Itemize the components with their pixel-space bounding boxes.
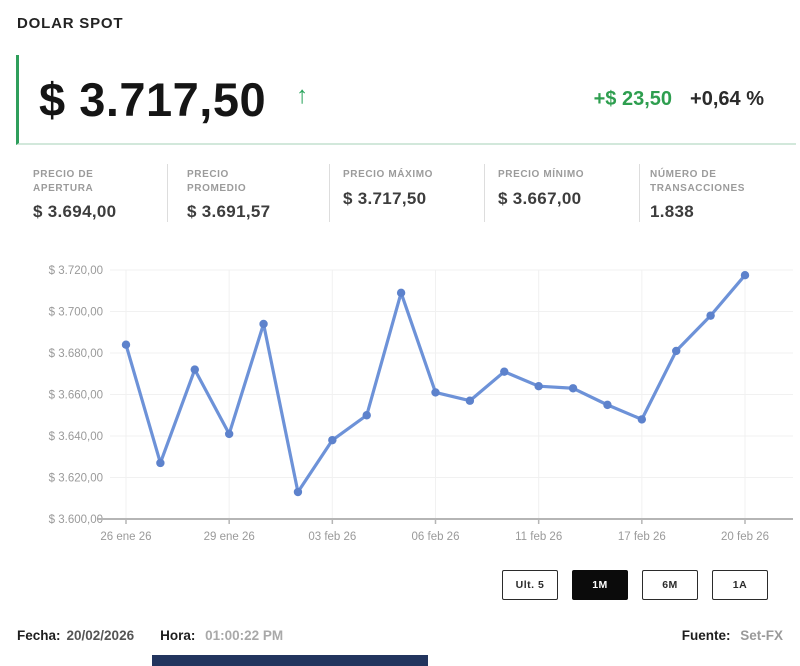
x-axis-tick-label: 06 feb 26 [412, 531, 460, 543]
data-point[interactable] [328, 435, 337, 445]
stat-precio-minimo: PRECIO MÍNIMO $ 3.667,00 [485, 164, 640, 222]
data-point[interactable] [465, 396, 475, 405]
stat-value: $ 3.694,00 [33, 202, 117, 221]
footer: Fecha: 20/02/2026 Hora: 01:00:22 PM Fuen… [17, 628, 783, 643]
data-point[interactable] [224, 429, 234, 439]
range-buttons: Ult. 5 1M 6M 1A [502, 570, 768, 600]
data-point[interactable] [534, 382, 543, 391]
y-axis-tick-label: $ 3.680,00 [49, 348, 103, 360]
x-axis-tick-label: 11 feb 26 [515, 531, 562, 543]
hora-group: Hora: 01:00:22 PM [160, 628, 283, 643]
quote-section: $ 3.717,50 ↑ +$ 23,50 +0,64 % [16, 55, 796, 145]
data-point[interactable] [156, 458, 165, 468]
price-chart[interactable]: $ 3.720,00 $ 3.700,00 $ 3.680,00 $ 3.660,00… [0, 255, 800, 555]
stat-precio-apertura: PRECIO DE APERTURA $ 3.694,00 [16, 164, 168, 222]
data-point[interactable] [259, 319, 268, 329]
data-point[interactable] [672, 346, 681, 356]
y-axis-tick-label: $ 3.640,00 [49, 431, 103, 443]
page-title: DOLAR SPOT [17, 15, 124, 32]
range-button-ult5[interactable]: Ult. 5 [502, 570, 558, 600]
data-point[interactable] [190, 365, 199, 374]
stat-value: $ 3.691,57 [187, 202, 271, 221]
stat-label: NÚMERO DE TRANSACCIONES [650, 169, 746, 194]
stat-label: PRECIO MÍNIMO [498, 169, 585, 180]
x-axis-tick-label: 20 feb 26 [721, 531, 769, 543]
bottom-accent-bar [152, 655, 428, 666]
stat-precio-maximo: PRECIO MÁXIMO $ 3.717,50 [330, 164, 485, 222]
stat-label: PRECIO MÁXIMO [343, 169, 434, 180]
y-axis-tick-label: $ 3.600,00 [49, 514, 103, 526]
fuente-label: Fuente: [681, 628, 731, 643]
price-chart-svg[interactable]: $ 3.720,00 $ 3.700,00 $ 3.680,00 $ 3.660,00… [0, 255, 800, 555]
stat-value: 1.838 [650, 202, 695, 221]
x-axis-tick-label: 29 ene 26 [204, 531, 255, 543]
change-absolute: +$ 23,50 [593, 87, 673, 110]
stat-numero-transacciones: NÚMERO DE TRANSACCIONES 1.838 [640, 164, 796, 222]
range-button-1m[interactable]: 1M [572, 570, 628, 600]
change-percent: +0,64 % [690, 87, 764, 110]
data-point[interactable] [121, 340, 131, 349]
fuente-value: Set-FX [740, 628, 783, 643]
x-axis-tick-label: 17 feb 26 [618, 531, 666, 543]
stat-value: $ 3.717,50 [343, 188, 427, 208]
y-axis-tick-label: $ 3.620,00 [49, 473, 103, 485]
fecha-value: 20/02/2026 [66, 628, 135, 643]
stat-label: PRECIO DE APERTURA [33, 169, 94, 194]
stat-precio-promedio: PRECIO PROMEDIO $ 3.691,57 [168, 164, 330, 222]
data-point[interactable] [293, 487, 303, 497]
y-axis-tick-label: $ 3.720,00 [49, 265, 103, 277]
x-axis-tick-label: 26 ene 26 [100, 531, 151, 543]
data-point[interactable] [431, 388, 440, 397]
range-button-1a[interactable]: 1A [712, 570, 768, 600]
hora-value: 01:00:22 PM [205, 628, 284, 643]
stat-label: PRECIO PROMEDIO [187, 169, 247, 194]
change-group: +$ 23,50 +0,64 % [594, 88, 796, 111]
data-point[interactable] [706, 311, 715, 320]
stat-value: $ 3.667,00 [498, 188, 582, 208]
range-button-6m[interactable]: 6M [642, 570, 698, 600]
data-point[interactable] [500, 367, 509, 376]
data-point[interactable] [603, 400, 612, 410]
y-axis-tick-label: $ 3.700,00 [49, 307, 103, 319]
current-price: $ 3.717,50 [39, 72, 267, 126]
data-point[interactable] [568, 384, 578, 393]
data-point[interactable] [362, 411, 371, 420]
data-point[interactable] [637, 415, 647, 424]
x-axis-tick-label: 03 feb 26 [308, 531, 356, 543]
fecha-label: Fecha: [17, 628, 61, 643]
data-point[interactable] [396, 288, 406, 298]
y-axis-tick-label: $ 3.660,00 [49, 390, 103, 402]
stats-row: PRECIO DE APERTURA $ 3.694,00 PRECIO PRO… [16, 164, 796, 222]
data-point[interactable] [740, 270, 750, 280]
fuente-group: Fuente: Set-FX [682, 628, 783, 643]
trend-up-icon: ↑ [296, 82, 309, 109]
hora-label: Hora: [160, 628, 196, 643]
